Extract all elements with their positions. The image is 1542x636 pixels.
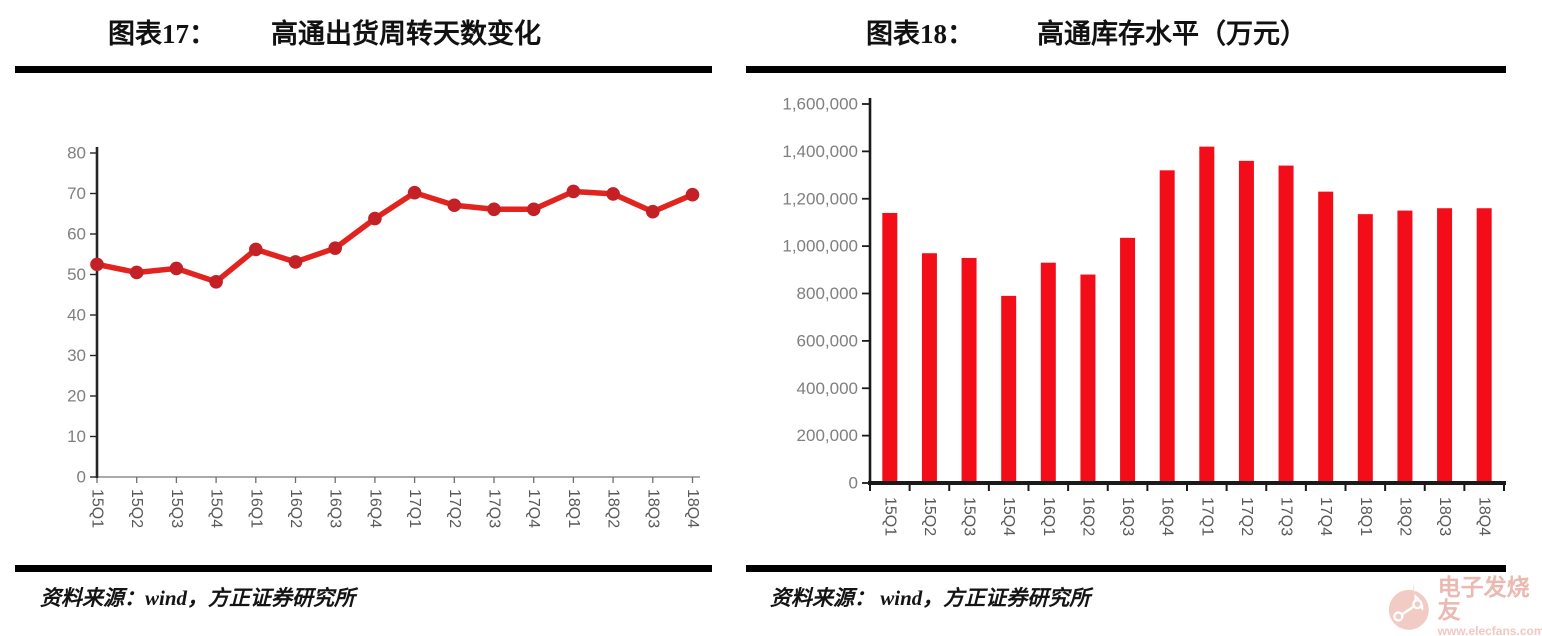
svg-text:17Q3: 17Q3 bbox=[486, 489, 503, 528]
svg-text:10: 10 bbox=[67, 427, 86, 446]
svg-text:800,000: 800,000 bbox=[797, 284, 858, 303]
elecfans-watermark-text: 电子发烧友 www.elecfans.com bbox=[1438, 576, 1542, 636]
svg-text:18Q2: 18Q2 bbox=[605, 489, 622, 528]
inventory-level-bar-chart: 0 200,000 400,000 600,000 800,000 1,000,000 1,… bbox=[782, 95, 1506, 536]
svg-text:600,000: 600,000 bbox=[797, 331, 858, 350]
figure-17-top-rule bbox=[15, 66, 712, 73]
svg-text:40: 40 bbox=[67, 306, 86, 325]
svg-text:20: 20 bbox=[67, 387, 86, 406]
svg-text:17Q4: 17Q4 bbox=[1317, 497, 1334, 536]
svg-text:18Q1: 18Q1 bbox=[1357, 497, 1374, 536]
svg-text:0: 0 bbox=[77, 468, 86, 487]
svg-text:16Q1: 16Q1 bbox=[247, 489, 264, 528]
figure-18-top-rule bbox=[746, 66, 1506, 73]
svg-text:18Q4: 18Q4 bbox=[1476, 497, 1493, 536]
svg-text:18Q2: 18Q2 bbox=[1396, 497, 1413, 536]
svg-text:15Q3: 15Q3 bbox=[961, 497, 978, 536]
svg-text:200,000: 200,000 bbox=[797, 426, 858, 445]
svg-text:18Q1: 18Q1 bbox=[565, 489, 582, 528]
figure-18-label: 图表18： bbox=[866, 19, 974, 49]
figure-18-bottom-rule bbox=[746, 565, 1506, 572]
svg-text:15Q4: 15Q4 bbox=[1000, 497, 1017, 536]
svg-text:1,600,000: 1,600,000 bbox=[782, 95, 858, 114]
turnover-days-line-chart: 0 10 20 30 40 50 60 70 80 15Q1 15Q2 15Q3 15Q4 16Q1 16Q… bbox=[67, 144, 701, 529]
svg-text:17Q3: 17Q3 bbox=[1278, 497, 1295, 536]
svg-text:50: 50 bbox=[67, 265, 86, 284]
figure-18-source: 资料来源： wind，方正证券研究所 bbox=[770, 586, 1091, 610]
svg-text:17Q4: 17Q4 bbox=[525, 489, 542, 528]
svg-text:400,000: 400,000 bbox=[797, 379, 858, 398]
svg-text:60: 60 bbox=[67, 225, 86, 244]
svg-text:17Q2: 17Q2 bbox=[446, 489, 463, 528]
svg-text:80: 80 bbox=[67, 144, 86, 163]
svg-text:16Q4: 16Q4 bbox=[1159, 497, 1176, 536]
figure-17-source: 资料来源：wind，方正证券研究所 bbox=[40, 586, 356, 610]
svg-text:15Q4: 15Q4 bbox=[208, 489, 225, 528]
figure-17-header: 图表17： 高通出货周转天数变化 bbox=[15, 12, 712, 51]
svg-text:16Q1: 16Q1 bbox=[1040, 497, 1057, 536]
svg-text:30: 30 bbox=[67, 346, 86, 365]
svg-text:17Q2: 17Q2 bbox=[1238, 497, 1255, 536]
figure-17-bottom-rule bbox=[15, 565, 712, 572]
figure-18-title: 高通库存水平（万元） bbox=[1037, 19, 1307, 49]
figure-18-panel: 图表18： 高通库存水平（万元） 0 200,000 400,000 600,000 8… bbox=[746, 0, 1506, 636]
figure-17-panel: 图表17： 高通出货周转天数变化 0 10 20 30 40 50 60 70 80 15Q1 15… bbox=[15, 0, 712, 636]
svg-text:17Q1: 17Q1 bbox=[1198, 497, 1215, 536]
svg-text:18Q3: 18Q3 bbox=[644, 489, 661, 528]
svg-text:16Q3: 16Q3 bbox=[327, 489, 344, 528]
figure-17-title: 高通出货周转天数变化 bbox=[271, 19, 541, 49]
svg-text:70: 70 bbox=[67, 184, 86, 203]
svg-text:15Q2: 15Q2 bbox=[128, 489, 145, 528]
svg-text:1,400,000: 1,400,000 bbox=[782, 142, 858, 161]
svg-text:0: 0 bbox=[849, 474, 858, 493]
elecfans-watermark: 电子发烧友 www.elecfans.com bbox=[1386, 576, 1542, 636]
elecfans-url: www.elecfans.com bbox=[1437, 624, 1542, 636]
svg-text:16Q3: 16Q3 bbox=[1119, 497, 1136, 536]
figure-17-label: 图表17： bbox=[108, 19, 216, 49]
svg-text:1,000,000: 1,000,000 bbox=[782, 237, 858, 256]
svg-text:15Q3: 15Q3 bbox=[168, 489, 185, 528]
svg-text:17Q1: 17Q1 bbox=[406, 489, 423, 528]
svg-text:1,200,000: 1,200,000 bbox=[782, 189, 858, 208]
figure-18-header: 图表18： 高通库存水平（万元） bbox=[746, 12, 1506, 51]
svg-text:18Q4: 18Q4 bbox=[684, 489, 701, 528]
svg-text:16Q2: 16Q2 bbox=[287, 489, 304, 528]
elecfans-logo-icon bbox=[1388, 582, 1429, 630]
svg-text:15Q1: 15Q1 bbox=[881, 497, 898, 536]
elecfans-brand-name: 电子发烧友 bbox=[1437, 575, 1530, 623]
svg-text:15Q1: 15Q1 bbox=[89, 489, 106, 528]
svg-text:15Q2: 15Q2 bbox=[921, 497, 938, 536]
svg-text:16Q4: 16Q4 bbox=[366, 489, 383, 528]
svg-text:16Q2: 16Q2 bbox=[1079, 497, 1096, 536]
svg-text:18Q3: 18Q3 bbox=[1436, 497, 1453, 536]
